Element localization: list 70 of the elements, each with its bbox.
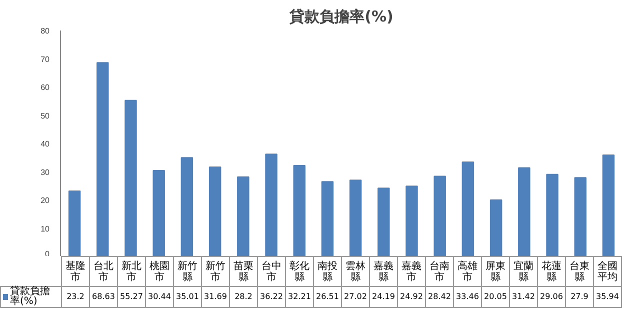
y-tick-label: 60	[40, 83, 50, 92]
x-tick-label: 台南市	[425, 256, 454, 286]
bar	[462, 161, 474, 256]
data-label: 24.19	[369, 286, 398, 308]
y-tick-label: 70	[40, 54, 50, 64]
y-tick-label: 20	[40, 196, 50, 205]
x-tick-label: 花蓮縣	[537, 256, 566, 286]
bar	[208, 166, 222, 256]
y-tick-label: 50	[40, 111, 50, 120]
x-tick-label: 新北市	[117, 256, 146, 286]
data-label: 35.01	[173, 286, 202, 308]
y-tick-label: 30	[40, 168, 50, 177]
data-label: 27.02	[341, 286, 370, 308]
x-tick-label: 桃園市	[145, 256, 174, 286]
bar	[490, 199, 502, 256]
data-label: 33.46	[453, 286, 482, 308]
data-label: 35.94	[593, 286, 622, 308]
data-label: 23.2	[61, 286, 90, 308]
data-label: 31.42	[509, 286, 538, 308]
bar	[180, 157, 194, 256]
x-tick-label: 嘉義市	[397, 256, 426, 286]
x-tick-label: 台中市	[257, 256, 286, 286]
x-tick-label: 全國平均	[593, 256, 622, 286]
y-tick-label: 10	[40, 224, 50, 234]
y-tick-label: 80	[40, 26, 50, 36]
bar	[68, 190, 81, 256]
bar	[237, 176, 250, 256]
data-label: 31.69	[201, 286, 230, 308]
bar	[546, 174, 558, 256]
data-label: 24.92	[397, 286, 426, 308]
x-tick-label: 雲林縣	[341, 256, 370, 286]
x-tick-label: 高雄市	[453, 256, 482, 286]
x-tick-label: 台東縣	[565, 256, 594, 286]
x-tick-label: 新竹市	[201, 256, 230, 286]
bar	[434, 176, 446, 256]
bar	[518, 167, 530, 256]
bar	[124, 100, 137, 256]
x-tick-label: 台北市	[89, 256, 118, 286]
bar	[96, 62, 109, 256]
bar	[152, 170, 165, 256]
x-tick-label: 南投縣	[313, 256, 342, 286]
data-label: 30.44	[145, 286, 174, 308]
bar	[321, 181, 334, 256]
x-tick-label: 新竹縣	[173, 256, 202, 286]
data-label: 36.22	[257, 286, 286, 308]
x-tick-label: 苗栗縣	[229, 256, 258, 286]
x-tick-label: 嘉義縣	[369, 256, 398, 286]
x-tick-label: 屏東縣	[481, 256, 510, 286]
data-label: 26.51	[313, 286, 342, 308]
chart-title: 貸款負擔率(%)	[288, 8, 394, 26]
bar	[349, 180, 362, 256]
data-label: 55.27	[117, 286, 146, 308]
data-label: 20.05	[481, 286, 510, 308]
y-tick-label: 40	[40, 140, 50, 148]
data-label: 68.63	[89, 286, 118, 308]
bar	[293, 165, 306, 256]
data-label: 27.9	[565, 286, 594, 308]
x-tick-label: 基隆市	[61, 256, 90, 286]
bar	[378, 188, 390, 256]
data-label: 32.21	[285, 286, 314, 308]
legend-label: 貸款負擔率(%)	[10, 286, 50, 307]
bar	[574, 177, 586, 256]
bar	[265, 154, 278, 256]
data-label: 28.42	[425, 286, 454, 308]
bar	[602, 154, 615, 256]
data-label: 28.2	[229, 286, 258, 308]
data-label: 29.06	[537, 286, 566, 308]
x-tick-label: 宜蘭縣	[509, 256, 538, 286]
bar	[406, 186, 418, 256]
x-tick-label: 彰化縣	[285, 256, 314, 286]
